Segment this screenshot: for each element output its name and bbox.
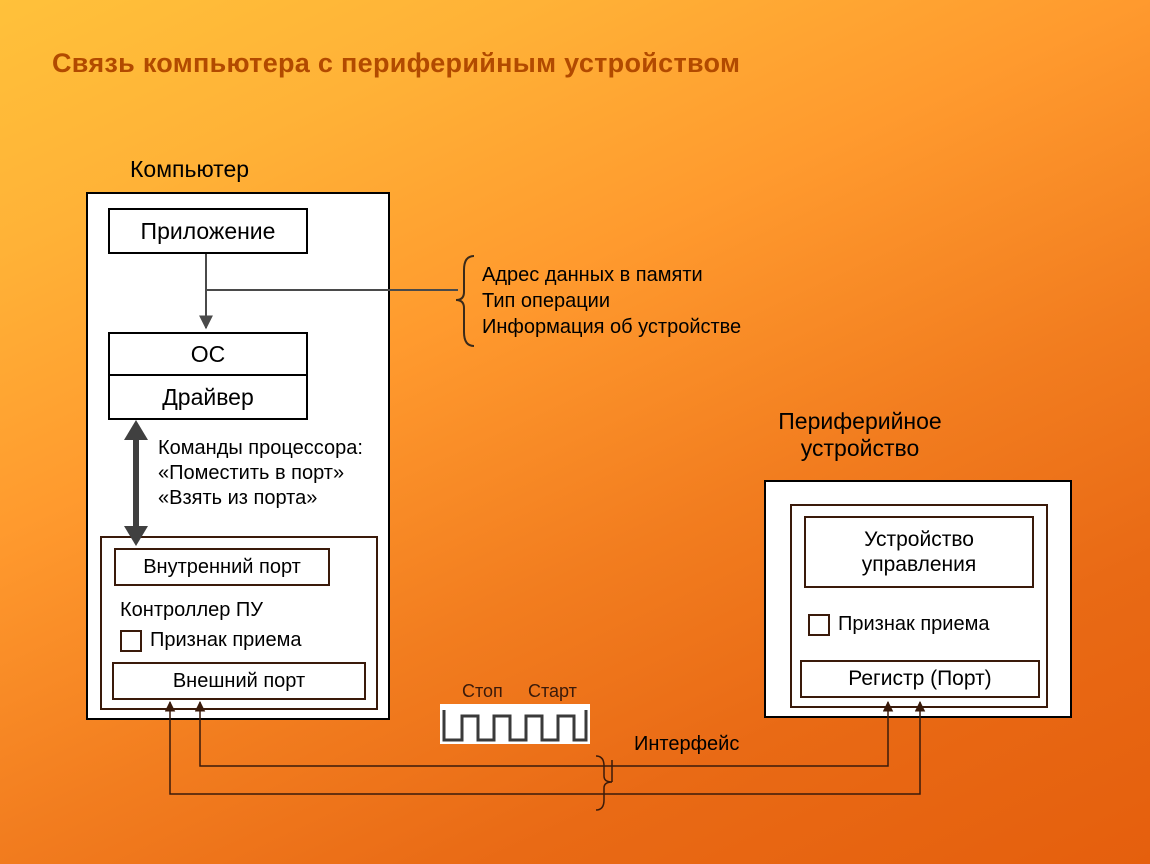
outer-port-box: Внешний порт — [112, 662, 366, 700]
cpu-commands: Команды процессора: «Поместить в порт» «… — [158, 436, 418, 511]
inner-port-box: Внутренний порт — [114, 548, 330, 586]
interface-brace-icon — [596, 756, 612, 810]
register-label: Регистр (Порт) — [848, 667, 991, 691]
outer-port-label: Внешний порт — [173, 670, 305, 693]
control-unit-line1: Устройство — [864, 527, 974, 552]
driver-label: Драйвер — [162, 384, 254, 411]
receive-flag-checkbox-icon — [120, 630, 142, 652]
peripheral-header: Периферийное устройство — [730, 408, 990, 462]
inner-port-label: Внутренний порт — [143, 556, 301, 579]
curly-brace-icon — [456, 256, 474, 346]
periph-receive-flag-checkbox-icon — [808, 614, 830, 636]
cpu-commands-line2: «Взять из порта» — [158, 486, 418, 511]
start-label: Старт — [528, 680, 577, 703]
controller-title: Контроллер ПУ — [120, 598, 263, 623]
peripheral-header-line2: устройство — [730, 435, 990, 462]
computer-header: Компьютер — [130, 156, 249, 183]
periph-receive-flag-label: Признак приема — [838, 612, 989, 637]
stop-label: Стоп — [462, 680, 503, 703]
interface-label: Интерфейс — [634, 732, 739, 757]
slide: Связь компьютера с периферийным устройст… — [0, 0, 1150, 864]
brace-note-2: Тип операции — [482, 288, 741, 314]
control-unit-box: Устройство управления — [804, 516, 1034, 588]
os-label: ОС — [191, 341, 226, 368]
peripheral-header-line1: Периферийное — [730, 408, 990, 435]
page-title: Связь компьютера с периферийным устройст… — [52, 48, 740, 79]
cpu-commands-line1: «Поместить в порт» — [158, 461, 418, 486]
driver-box: Драйвер — [108, 376, 308, 420]
receive-flag-label: Признак приема — [150, 628, 301, 653]
control-unit-line2: управления — [862, 552, 977, 577]
os-box: ОС — [108, 332, 308, 376]
brace-note-3: Информация об устройстве — [482, 314, 741, 340]
application-label: Приложение — [141, 218, 276, 245]
application-box: Приложение — [108, 208, 308, 254]
register-box: Регистр (Порт) — [800, 660, 1040, 698]
brace-notes: Адрес данных в памяти Тип операции Инфор… — [482, 262, 741, 340]
waveform-icon — [440, 704, 590, 744]
brace-note-1: Адрес данных в памяти — [482, 262, 741, 288]
cpu-commands-header: Команды процессора: — [158, 436, 418, 461]
